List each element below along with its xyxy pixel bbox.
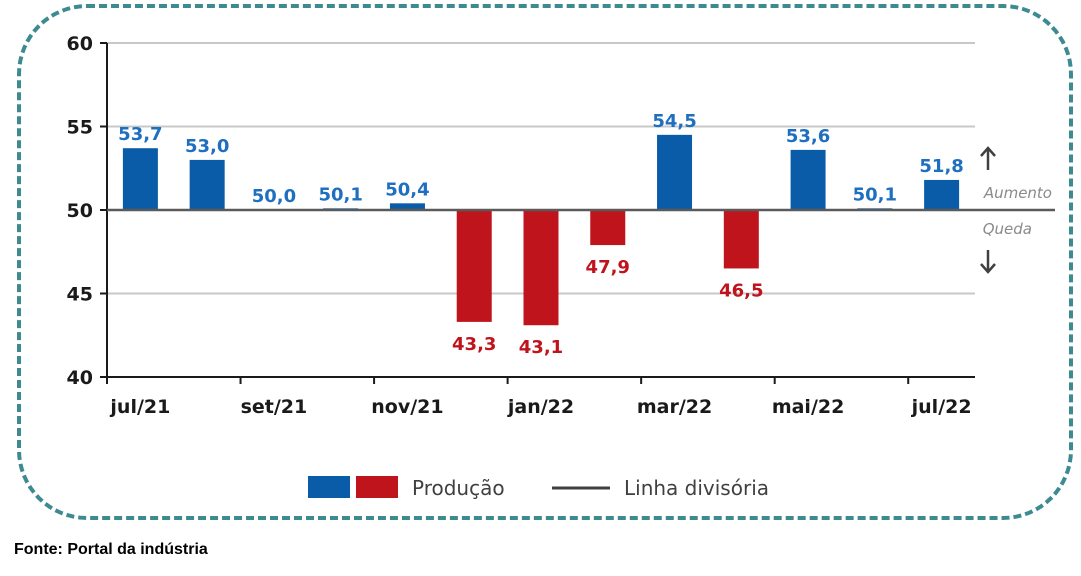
value-label: 50,1 bbox=[853, 184, 897, 205]
legend-swatch-blue bbox=[308, 476, 350, 498]
x-tick-label: jul/21 bbox=[109, 396, 170, 418]
y-tick-label: 45 bbox=[67, 284, 93, 306]
value-label: 43,3 bbox=[452, 334, 496, 355]
y-tick-label: 40 bbox=[67, 367, 93, 389]
source-note: Fonte: Portal da indústria bbox=[14, 541, 208, 558]
arrow-up-icon bbox=[980, 146, 996, 170]
value-label: 53,6 bbox=[786, 126, 830, 147]
x-tick-labels: jul/21 set/21 nov/21 jan/22 mar/22 mai/22 jul/… bbox=[109, 396, 971, 418]
bar-ago/21 bbox=[189, 159, 225, 210]
y-tick-label: 60 bbox=[67, 33, 93, 55]
value-label: 43,1 bbox=[519, 337, 563, 358]
bar-mai/22 bbox=[790, 149, 826, 210]
value-label: 50,4 bbox=[385, 179, 429, 200]
bar-fev/22 bbox=[590, 210, 626, 246]
bar-dez/21 bbox=[456, 210, 492, 322]
x-tick-label: mai/22 bbox=[772, 396, 845, 418]
axes bbox=[100, 42, 1055, 384]
bar-jul/22 bbox=[924, 179, 960, 210]
increase-label: Aumento bbox=[983, 184, 1052, 202]
legend-label-divider: Linha divisória bbox=[624, 476, 769, 500]
chart-frame bbox=[17, 4, 1073, 520]
bar-mar/22 bbox=[657, 134, 693, 210]
x-tick-label: nov/21 bbox=[371, 396, 443, 418]
value-label: 46,5 bbox=[719, 280, 763, 301]
value-label: 51,8 bbox=[919, 156, 963, 177]
value-label: 53,7 bbox=[118, 124, 162, 145]
value-labels: 53,7 53,0 50,0 50,1 50,4 43,3 43,1 47,9 54,5 46,5… bbox=[118, 111, 964, 358]
y-tick-label: 50 bbox=[67, 200, 93, 222]
y-tick-label: 55 bbox=[67, 117, 93, 139]
value-label: 53,0 bbox=[185, 136, 229, 157]
legend: Produção Linha divisória bbox=[308, 476, 769, 500]
value-label: 50,0 bbox=[252, 186, 296, 207]
legend-label-production: Produção bbox=[412, 476, 505, 500]
x-tick-label: set/21 bbox=[241, 396, 308, 418]
bars bbox=[122, 134, 960, 326]
value-label: 47,9 bbox=[586, 257, 630, 278]
y-tick-labels: 40 45 50 55 60 bbox=[67, 33, 93, 389]
legend-swatch-red bbox=[356, 476, 398, 498]
arrow-down-icon bbox=[980, 250, 996, 274]
value-label: 54,5 bbox=[652, 111, 696, 132]
value-label: 50,1 bbox=[318, 184, 362, 205]
bar-abr/22 bbox=[723, 210, 759, 269]
bar-jul/21 bbox=[122, 148, 158, 210]
decrease-label: Queda bbox=[983, 220, 1032, 238]
bar-nov/21 bbox=[389, 203, 425, 210]
x-tick-label: mar/22 bbox=[637, 396, 712, 418]
bar-jan/22 bbox=[523, 210, 559, 326]
x-tick-label: jul/22 bbox=[911, 396, 972, 418]
x-tick-label: jan/22 bbox=[507, 396, 574, 418]
